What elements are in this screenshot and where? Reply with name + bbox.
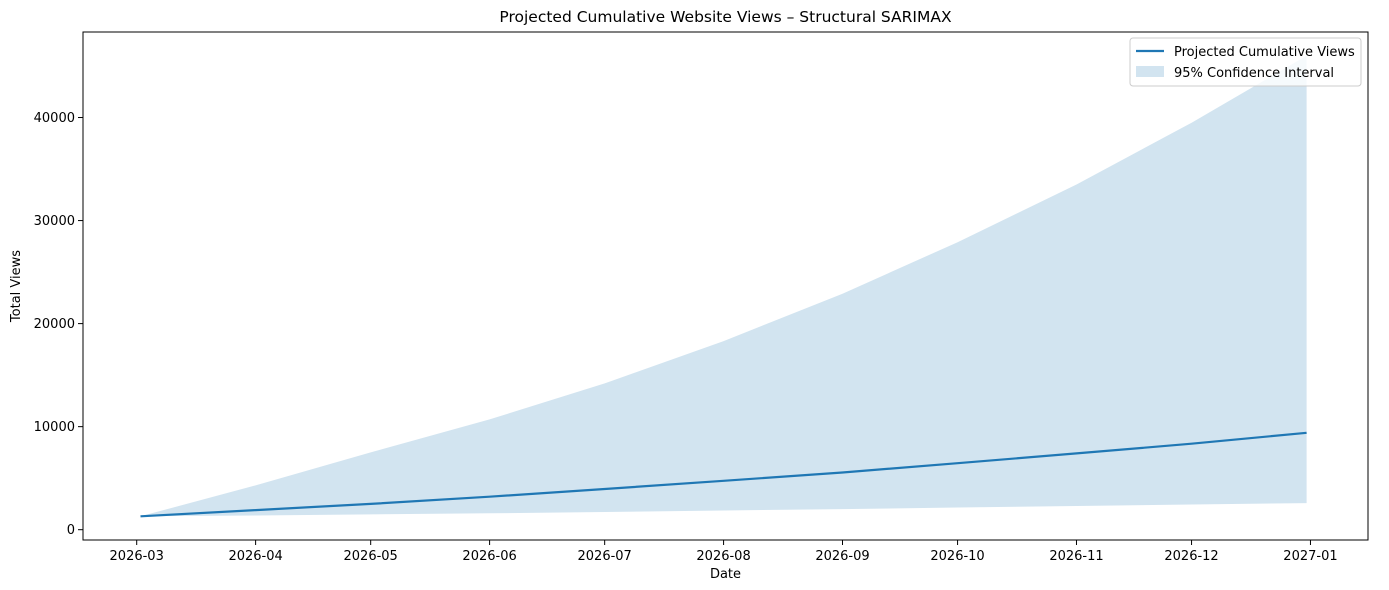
y-tick-label: 20000 (34, 317, 75, 332)
x-tick-label: 2026-07 (578, 549, 632, 564)
y-axis: 0 10000 20000 30000 40000 (34, 111, 83, 538)
x-tick-label: 2026-04 (228, 549, 282, 564)
x-tick-label: 2026-08 (696, 549, 750, 564)
x-tick-label: 2026-09 (815, 549, 869, 564)
y-axis-label: Total Views (9, 250, 24, 323)
x-axis-label: Date (710, 567, 741, 582)
x-tick-label: 2026-12 (1164, 549, 1218, 564)
y-tick-label: 10000 (34, 420, 75, 435)
legend-label-band: 95% Confidence Interval (1174, 66, 1334, 81)
x-tick-label: 2026-10 (930, 549, 984, 564)
x-axis: 2026-03 2026-04 2026-05 2026-06 2026-07 2026-… (110, 540, 1338, 564)
y-tick-label: 0 (67, 523, 75, 538)
legend-label-line: Projected Cumulative Views (1174, 45, 1355, 60)
x-tick-label: 2027-01 (1283, 549, 1337, 564)
x-tick-label: 2026-06 (462, 549, 516, 564)
y-tick-label: 30000 (34, 214, 75, 229)
x-tick-label: 2026-03 (110, 549, 164, 564)
y-tick-label: 40000 (34, 111, 75, 126)
legend-band-swatch (1136, 66, 1164, 77)
confidence-interval-band (140, 55, 1307, 517)
x-tick-label: 2026-05 (344, 549, 398, 564)
projected-views-line (140, 431, 1307, 518)
plot-area (82, 31, 1369, 541)
chart-title: Projected Cumulative Website Views – Str… (499, 8, 952, 26)
plot-frame (82, 31, 1369, 541)
legend-box (1129, 37, 1362, 87)
legend: Projected Cumulative Views 95% Confidenc… (1129, 37, 1362, 87)
x-tick-label: 2026-11 (1049, 549, 1103, 564)
